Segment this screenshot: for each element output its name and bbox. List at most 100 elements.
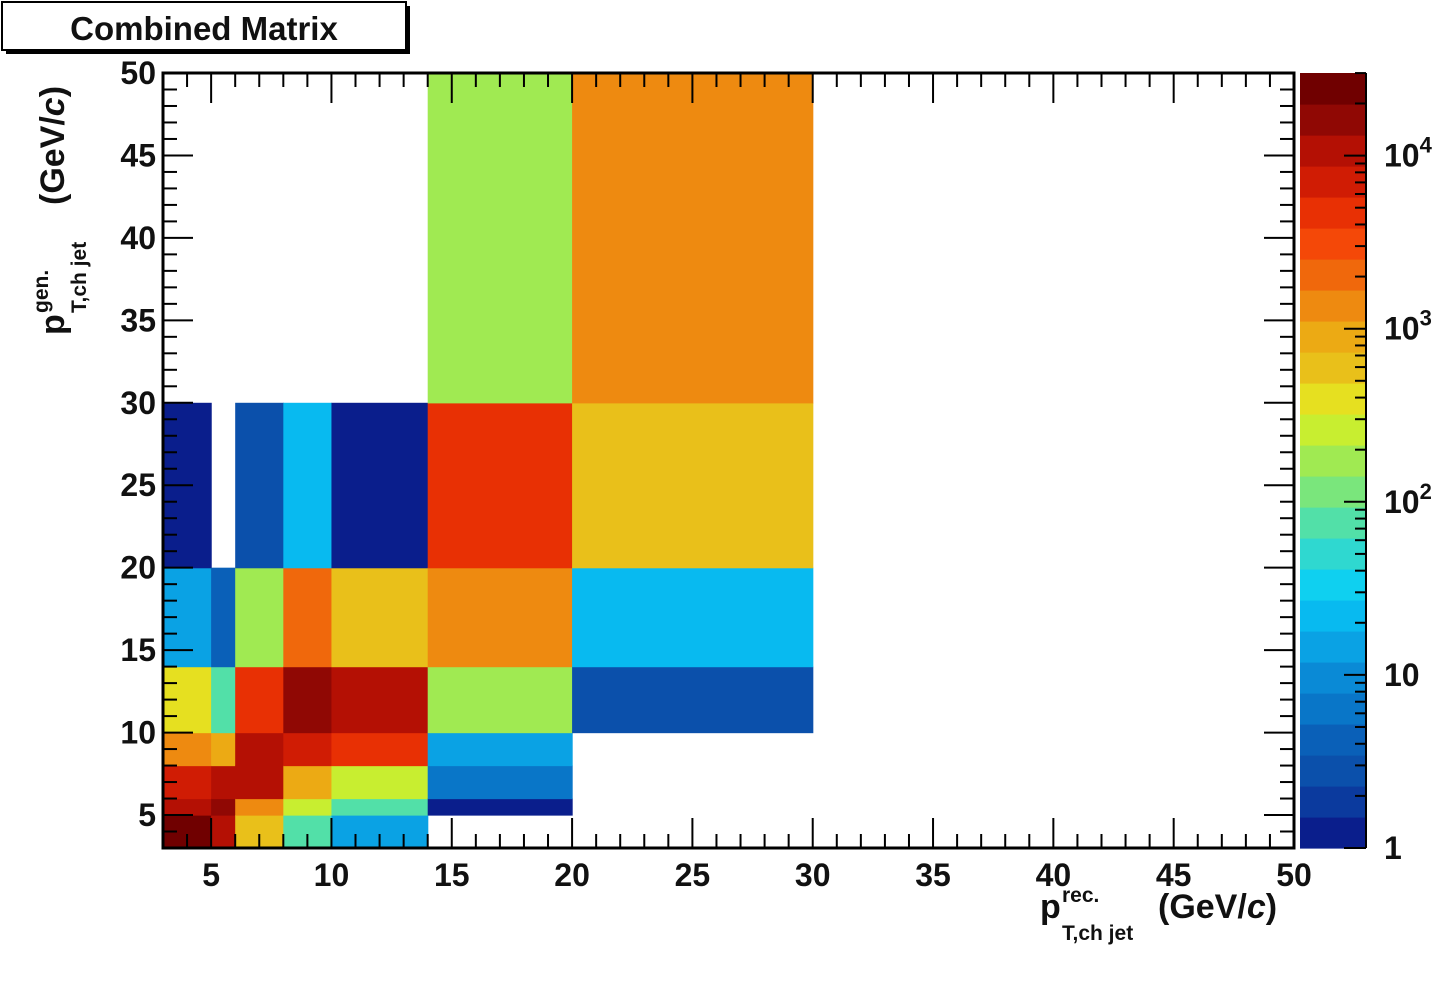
heatmap-cell xyxy=(283,798,333,816)
y-tick-label: 40 xyxy=(120,220,156,256)
heatmap-cell xyxy=(427,567,573,668)
y-axis-label-sup: gen. xyxy=(30,270,53,313)
heatmap-cell xyxy=(283,567,333,668)
heatmap-cell xyxy=(211,666,236,734)
color-scale-step xyxy=(1300,693,1366,725)
color-scale-step xyxy=(1300,631,1366,663)
heatmap-cells xyxy=(163,73,814,849)
y-tick-label: 10 xyxy=(120,715,156,751)
color-scale-step xyxy=(1300,259,1366,291)
color-scale-step xyxy=(1300,73,1366,105)
x-axis-label: p rec. T,ch jet (GeV/c) xyxy=(1040,884,1277,945)
color-scale-step xyxy=(1300,600,1366,632)
heatmap-cell xyxy=(211,798,236,816)
y-tick-label: 5 xyxy=(138,797,156,833)
color-scale-label: 102 xyxy=(1384,479,1432,520)
color-scale-step xyxy=(1300,724,1366,756)
color-scale-step xyxy=(1300,662,1366,694)
y-tick-label: 20 xyxy=(120,550,156,586)
heatmap-cell xyxy=(235,732,284,767)
x-axis-label-unit: (GeV/c) xyxy=(1158,888,1277,926)
color-scale-step xyxy=(1300,476,1366,508)
heatmap-cell xyxy=(235,567,284,668)
y-tick-label: 35 xyxy=(120,302,156,338)
y-tick-label: 25 xyxy=(120,467,156,503)
heatmap-cell xyxy=(211,567,236,668)
color-scale-label: 1 xyxy=(1384,830,1402,866)
x-tick-label: 35 xyxy=(915,857,951,893)
x-tick-label: 20 xyxy=(554,857,590,893)
color-scale-step xyxy=(1300,383,1366,415)
heatmap-cell xyxy=(235,402,284,569)
heatmap-cell xyxy=(572,666,814,734)
y-tick-label: 45 xyxy=(120,137,156,173)
x-tick-label: 50 xyxy=(1276,857,1312,893)
color-scale-step xyxy=(1300,755,1366,787)
color-scale-step xyxy=(1300,290,1366,322)
heatmap-cell xyxy=(331,567,429,668)
heatmap-cell xyxy=(235,666,284,734)
heatmap-cell xyxy=(427,765,573,800)
color-scale-step xyxy=(1300,786,1366,818)
x-tick-label: 15 xyxy=(434,857,470,893)
heatmap-cell xyxy=(572,402,814,569)
heatmap-cell xyxy=(283,732,333,767)
color-scale-step xyxy=(1300,569,1366,601)
heatmap-cell xyxy=(283,666,333,734)
color-scale-step xyxy=(1300,817,1366,849)
heatmap-cell xyxy=(211,765,236,800)
x-tick-label: 5 xyxy=(202,857,220,893)
heatmap-cell xyxy=(211,732,236,767)
heatmap-cell xyxy=(235,765,284,800)
x-tick-label: 30 xyxy=(795,857,831,893)
heatmap-cell xyxy=(283,402,333,569)
heatmap-cell xyxy=(331,666,429,734)
heatmap-cell xyxy=(427,402,573,569)
x-tick-label: 45 xyxy=(1156,857,1192,893)
y-axis-label-sub: T,ch jet xyxy=(68,242,91,313)
y-tick-label: 30 xyxy=(120,385,156,421)
color-scale-label: 104 xyxy=(1384,133,1433,174)
heatmap-cell xyxy=(331,402,429,569)
y-tick-label: 50 xyxy=(120,55,156,91)
heatmap-cell xyxy=(427,73,573,404)
plot-frame xyxy=(161,71,1296,850)
color-scale-label: 103 xyxy=(1384,306,1432,347)
heatmap-cell xyxy=(427,666,573,734)
x-axis-label-main: p xyxy=(1040,888,1061,926)
color-scale-step xyxy=(1300,507,1366,539)
heatmap-cell xyxy=(572,73,814,404)
heatmap-cell xyxy=(331,732,429,767)
chart-title: Combined Matrix xyxy=(70,10,338,47)
y-axis-label-unit: (GeV/c) xyxy=(34,86,72,205)
x-tick-label: 10 xyxy=(314,857,350,893)
color-scale-step xyxy=(1300,104,1366,136)
color-scale: 1 10 102 103 104 xyxy=(1300,72,1433,866)
heatmap-cell xyxy=(331,765,429,800)
chart-title-box: Combined Matrix xyxy=(1,1,410,54)
heatmap-cell xyxy=(235,798,284,816)
heatmap-cell xyxy=(283,765,333,800)
heatmap-cell xyxy=(163,798,212,816)
heatmap-cell xyxy=(211,815,236,849)
heatmap-cell xyxy=(427,732,573,767)
y-tick-label: 15 xyxy=(120,632,156,668)
color-scale-step xyxy=(1300,228,1366,260)
color-scale-step xyxy=(1300,197,1366,229)
heatmap-cell xyxy=(427,798,573,816)
x-tick-label: 25 xyxy=(675,857,711,893)
axis-ticks: 5 10 15 20 25 30 35 40 45 50 5 10 15 20 25 30 35 40 45 50 xyxy=(120,55,1311,893)
x-tick-label: 40 xyxy=(1036,857,1072,893)
plot-border xyxy=(161,71,1296,850)
heatmap-cell xyxy=(331,798,429,816)
heatmap-cell xyxy=(572,567,814,668)
x-axis-label-sub: T,ch jet xyxy=(1062,922,1133,945)
y-axis-label-main: p xyxy=(34,314,72,335)
color-scale-step xyxy=(1300,135,1366,167)
color-scale-label: 10 xyxy=(1384,657,1420,693)
x-axis-label-sup: rec. xyxy=(1062,884,1099,907)
